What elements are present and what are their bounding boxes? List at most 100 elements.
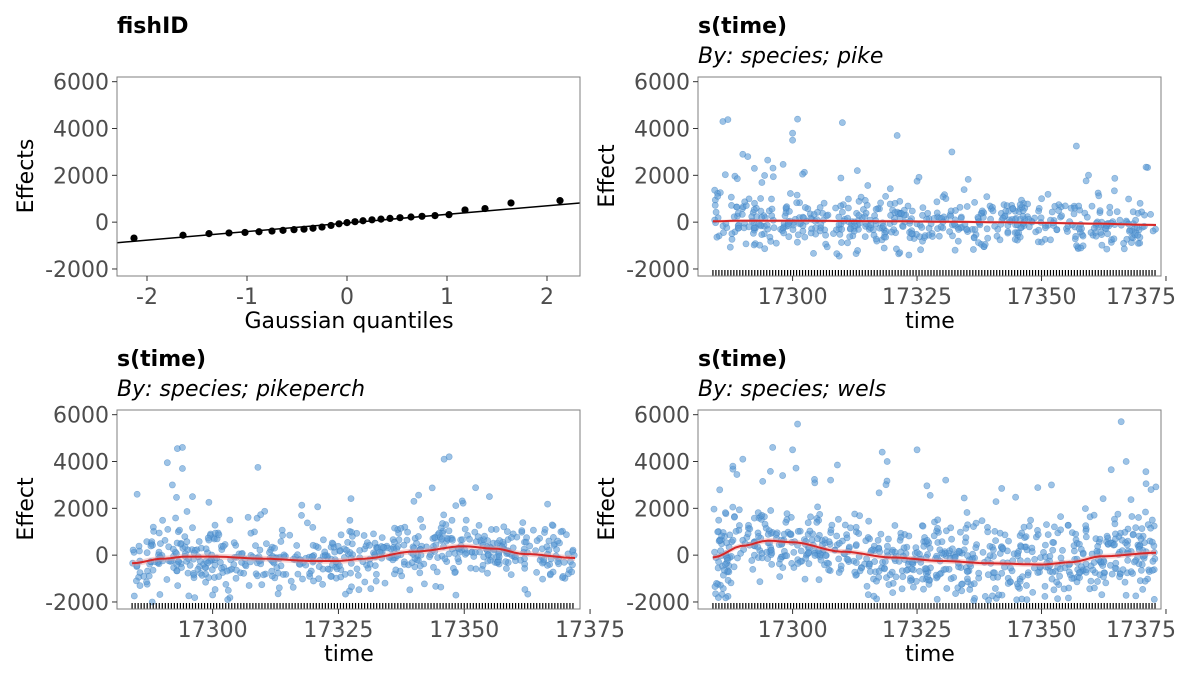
partial-residual-point bbox=[479, 561, 487, 569]
partial-residual-point bbox=[942, 565, 950, 573]
partial-residual-point bbox=[733, 203, 741, 211]
partial-residual-point bbox=[877, 199, 884, 207]
partial-residual-point bbox=[1068, 575, 1076, 582]
partial-residual-point bbox=[845, 195, 852, 203]
y-tick-label: -2000 bbox=[626, 591, 690, 616]
partial-residual-point bbox=[835, 213, 843, 221]
partial-residual-point bbox=[185, 592, 193, 600]
qq-point bbox=[418, 212, 426, 220]
partial-residual-point bbox=[202, 545, 210, 553]
partial-residual-point bbox=[1075, 569, 1083, 577]
partial-residual-point bbox=[964, 575, 971, 583]
partial-residual-point bbox=[303, 519, 311, 527]
partial-residual-point bbox=[864, 534, 872, 541]
partial-residual-point bbox=[298, 501, 306, 509]
partial-residual-point bbox=[866, 568, 874, 575]
partial-residual-point bbox=[370, 530, 377, 538]
qq-point bbox=[318, 223, 326, 231]
partial-residual-point bbox=[878, 448, 886, 456]
partial-residual-point bbox=[753, 213, 761, 221]
partial-residual-point bbox=[1147, 486, 1155, 493]
qq-point bbox=[343, 219, 351, 227]
panel-title: s(time) bbox=[117, 347, 206, 372]
partial-residual-point bbox=[353, 565, 361, 573]
partial-residual-point bbox=[838, 239, 845, 246]
partial-residual-point bbox=[822, 231, 829, 239]
partial-residual-point bbox=[861, 233, 869, 240]
partial-residual-point bbox=[813, 519, 821, 526]
partial-residual-point bbox=[1082, 522, 1090, 529]
partial-residual-point bbox=[173, 567, 181, 575]
partial-residual-point bbox=[458, 536, 466, 544]
partial-residual-point bbox=[718, 532, 725, 540]
qq-point bbox=[268, 227, 276, 235]
x-tick-label: -1 bbox=[236, 285, 258, 310]
partial-residual-point bbox=[135, 542, 143, 550]
partial-residual-point bbox=[999, 214, 1007, 222]
partial-residual-point bbox=[992, 498, 1000, 505]
partial-residual-point bbox=[230, 539, 238, 547]
partial-residual-point bbox=[1034, 527, 1041, 534]
partial-residual-point bbox=[278, 526, 286, 534]
smooth-line bbox=[712, 539, 1157, 566]
partial-residual-point bbox=[379, 544, 387, 551]
partial-residual-point bbox=[934, 524, 941, 532]
partial-residual-point bbox=[731, 513, 738, 521]
partial-residual-point bbox=[814, 535, 821, 543]
partial-residual-point bbox=[992, 585, 999, 592]
partial-residual-point bbox=[933, 198, 941, 206]
partial-residual-point bbox=[224, 587, 232, 594]
plot-frame bbox=[116, 409, 581, 610]
partial-residual-point bbox=[767, 507, 775, 514]
partial-residual-point bbox=[133, 490, 141, 498]
partial-residual-point bbox=[737, 550, 744, 557]
partial-residual-point bbox=[975, 569, 983, 577]
partial-residual-point bbox=[722, 509, 729, 517]
partial-residual-point bbox=[1043, 521, 1050, 528]
partial-residual-point bbox=[761, 245, 769, 253]
partial-residual-point bbox=[293, 542, 301, 549]
partial-residual-point bbox=[540, 556, 548, 563]
partial-residual-point bbox=[920, 542, 928, 550]
partial-residual-point bbox=[500, 523, 508, 531]
partial-residual-point bbox=[348, 528, 355, 536]
partial-residual-point bbox=[1141, 577, 1149, 585]
partial-residual-point bbox=[371, 539, 379, 547]
partial-residual-point bbox=[1044, 190, 1052, 198]
partial-residual-point bbox=[1002, 207, 1010, 215]
qq-point bbox=[327, 221, 335, 230]
partial-residual-point bbox=[797, 547, 805, 555]
partial-residual-point bbox=[1016, 201, 1024, 208]
partial-residual-point bbox=[268, 567, 276, 575]
partial-residual-point bbox=[433, 568, 441, 576]
partial-residual-point bbox=[315, 563, 323, 570]
partial-residual-point bbox=[754, 509, 762, 517]
partial-residual-point bbox=[919, 204, 927, 211]
partial-residual-point bbox=[729, 462, 737, 470]
smooth-line bbox=[712, 219, 1157, 226]
partial-residual-point bbox=[183, 508, 191, 515]
partial-residual-point bbox=[1106, 209, 1114, 217]
partial-residual-point bbox=[1096, 535, 1104, 543]
partial-residual-point bbox=[1035, 207, 1042, 215]
partial-residual-point bbox=[132, 577, 140, 585]
partial-residual-point bbox=[728, 230, 736, 238]
partial-residual-point bbox=[390, 538, 398, 546]
qq-point bbox=[335, 220, 343, 228]
partial-residual-point bbox=[823, 243, 831, 251]
partial-residual-point bbox=[461, 525, 469, 533]
partial-residual-point bbox=[1040, 549, 1047, 556]
partial-residual-point bbox=[924, 573, 931, 581]
partial-residual-point bbox=[917, 246, 924, 254]
rug bbox=[712, 603, 1156, 609]
partial-residual-point bbox=[991, 528, 999, 535]
partial-residual-point bbox=[749, 566, 757, 573]
partial-residual-point bbox=[811, 475, 818, 483]
partial-residual-point bbox=[910, 583, 917, 591]
partial-residual-point bbox=[186, 562, 194, 569]
partial-residual-point bbox=[310, 577, 317, 585]
partial-residual-point bbox=[1082, 505, 1089, 512]
partial-residual-point bbox=[1148, 538, 1156, 546]
confidence-band bbox=[132, 543, 575, 567]
partial-residual-point bbox=[1121, 578, 1129, 586]
